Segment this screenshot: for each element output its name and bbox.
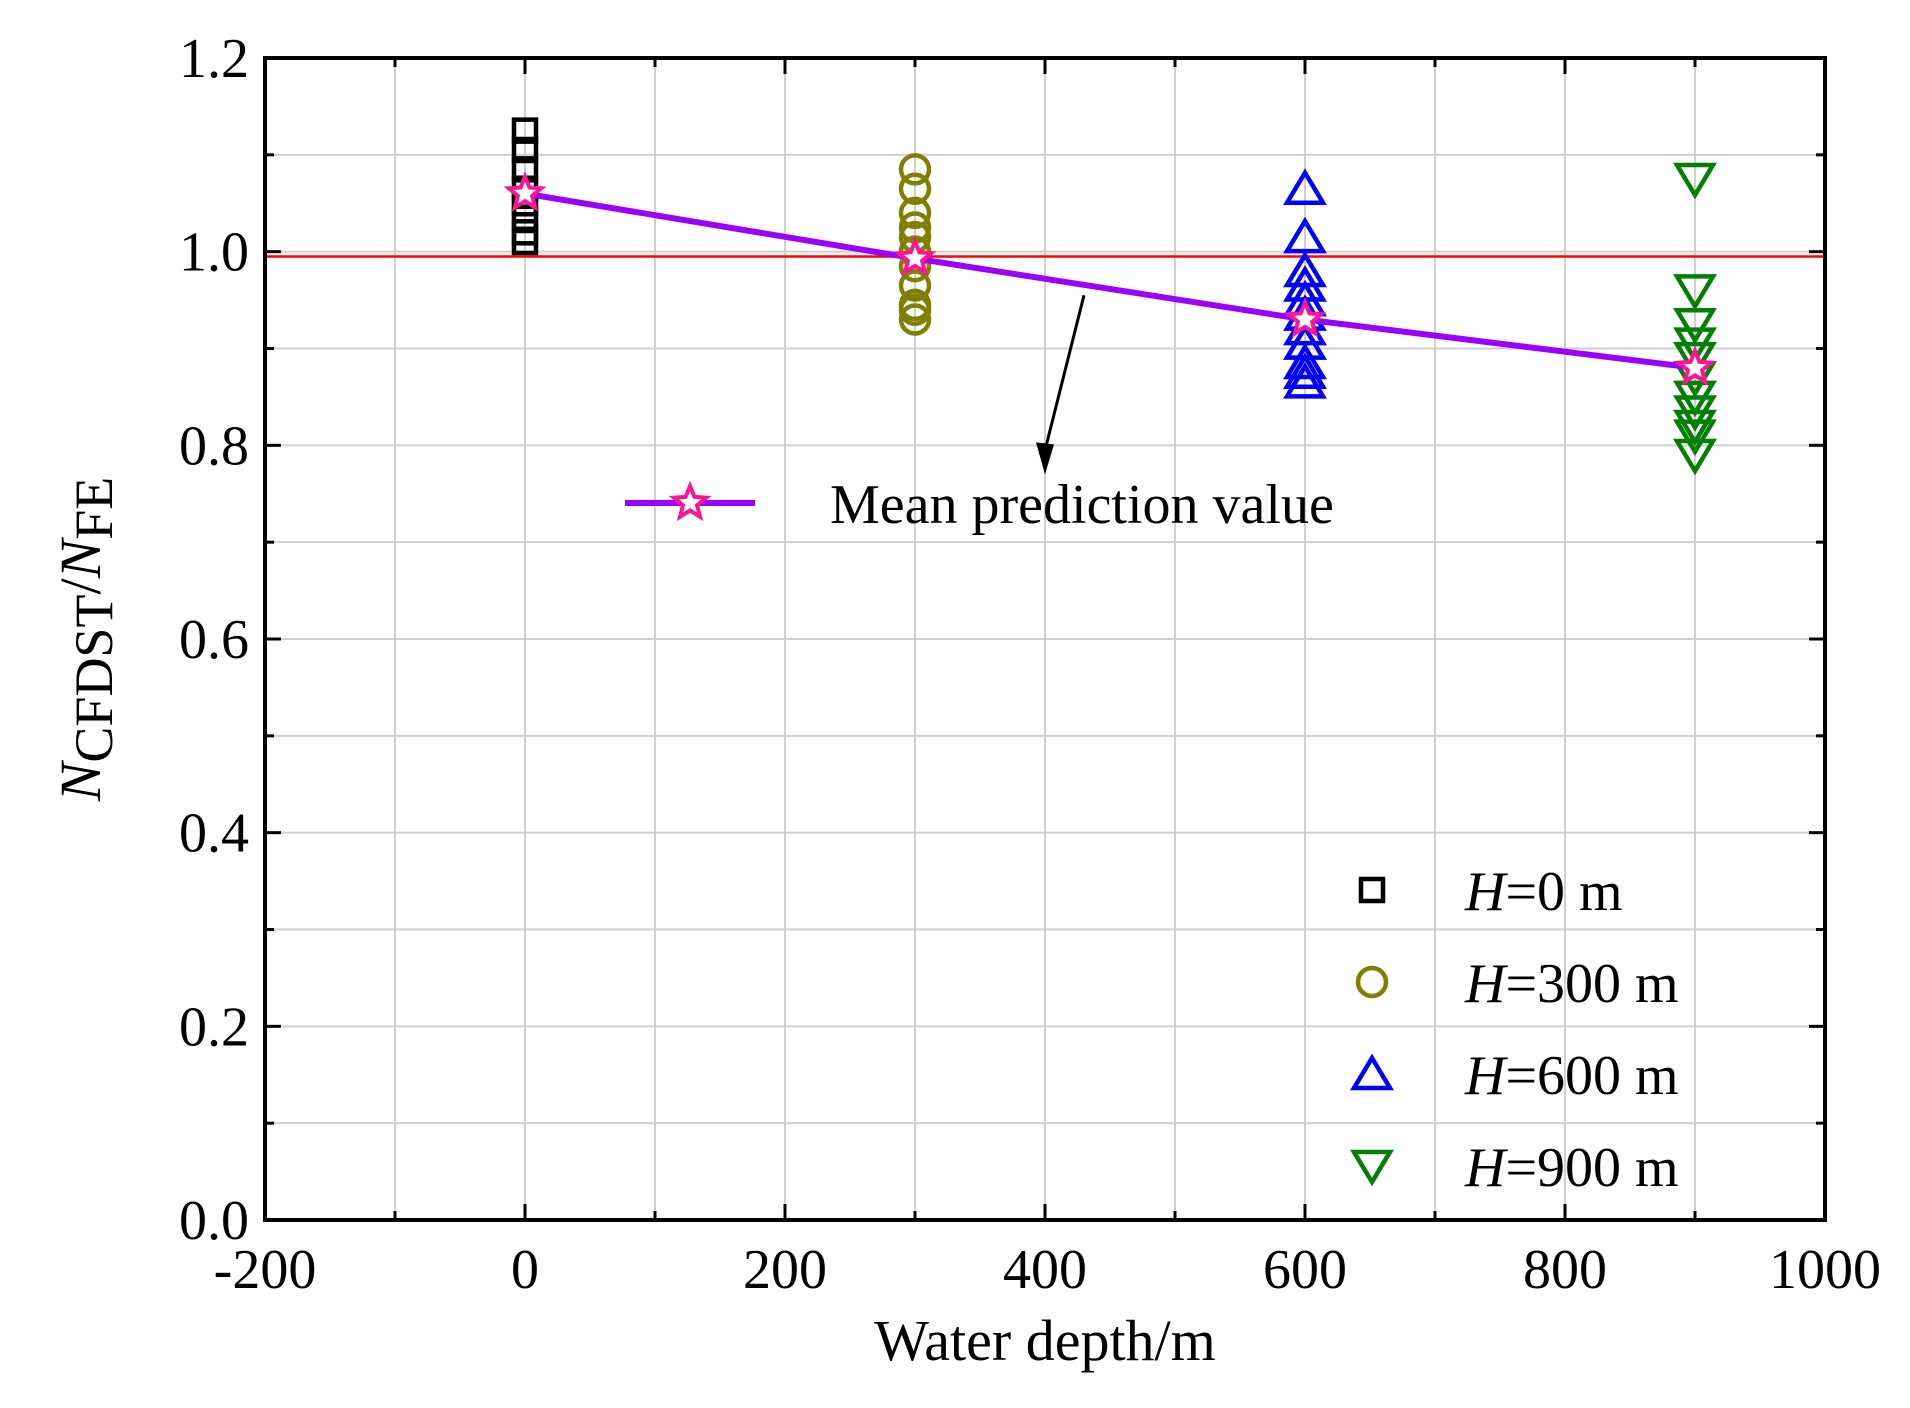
y-tick-label: 0.8 bbox=[179, 415, 249, 477]
y-tick-labels: 0.0 0.2 0.4 0.6 0.8 1.0 1.2 bbox=[179, 28, 249, 1252]
y-tick-label: 0.2 bbox=[179, 996, 249, 1058]
x-tick-label: 600 bbox=[1263, 1239, 1347, 1301]
triangle-down-point bbox=[1673, 308, 1717, 345]
x-tick-label: 200 bbox=[743, 1239, 827, 1301]
legend-item: H=300 m bbox=[1355, 953, 1679, 1015]
triangle-up-point bbox=[1283, 362, 1327, 399]
data-points bbox=[511, 117, 1717, 476]
legend-label-italic: H bbox=[1464, 953, 1508, 1015]
annotation-arrow bbox=[1043, 294, 1086, 451]
legend-triangle-up-icon bbox=[1350, 1053, 1394, 1091]
legend-label: H=0 m bbox=[1464, 861, 1623, 923]
triangle-down-point bbox=[1673, 409, 1717, 447]
legend-item: H=900 m bbox=[1350, 1137, 1679, 1199]
circle-point bbox=[898, 196, 932, 230]
circle-point bbox=[898, 153, 932, 186]
x-tick-labels: -200 0 200 400 600 800 1000 bbox=[214, 1239, 1881, 1301]
legend-label-rest: =900 m bbox=[1505, 1137, 1678, 1199]
x-tick-label: -200 bbox=[214, 1239, 317, 1301]
y-tick-label: 0.4 bbox=[179, 803, 249, 865]
y-axis-label-part: / bbox=[48, 578, 113, 595]
y-axis-label-part: CFDST bbox=[64, 595, 124, 763]
x-tick-label: 1000 bbox=[1769, 1239, 1881, 1301]
mean-star-point bbox=[893, 236, 937, 277]
x-tick-label: 800 bbox=[1523, 1239, 1607, 1301]
legend-label-italic: H bbox=[1464, 1045, 1508, 1107]
y-tick-label: 0.6 bbox=[179, 609, 249, 671]
annotation-arrowhead bbox=[1036, 442, 1054, 475]
x-axis-label: Water depth/m bbox=[874, 1308, 1216, 1373]
annotation-text: Mean prediction value bbox=[830, 474, 1334, 536]
legend-label-rest: =600 m bbox=[1505, 1045, 1678, 1107]
legend-label-italic: H bbox=[1464, 861, 1508, 923]
square-point bbox=[511, 117, 539, 144]
triangle-down-point bbox=[1673, 162, 1717, 200]
mean-star-point bbox=[1283, 297, 1327, 338]
mean-star-point bbox=[503, 171, 547, 212]
grid bbox=[265, 58, 1825, 1220]
triangle-down-point bbox=[1673, 419, 1717, 457]
circle-point bbox=[898, 303, 932, 336]
legend-item: H=0 m bbox=[1358, 861, 1623, 923]
triangle-down-point bbox=[1673, 341, 1717, 379]
legend-item: H=600 m bbox=[1350, 1045, 1679, 1107]
legend-label: H=300 m bbox=[1464, 953, 1679, 1015]
axis-ticks bbox=[263, 56, 1827, 1222]
circle-point bbox=[898, 293, 932, 327]
legend-label-rest: =300 m bbox=[1505, 953, 1678, 1015]
x-tick-label: 0 bbox=[511, 1239, 539, 1301]
mean-star-point bbox=[1673, 345, 1717, 386]
triangle-up-point bbox=[1283, 168, 1327, 205]
y-axis-label-part: N bbox=[48, 759, 113, 802]
x-tick-label: 400 bbox=[1003, 1239, 1087, 1301]
y-axis-label-part: N bbox=[48, 536, 113, 579]
circle-point bbox=[898, 269, 932, 302]
y-tick-label: 1.0 bbox=[179, 222, 249, 284]
y-axis-label-part: FE bbox=[64, 477, 124, 540]
y-tick-label: 1.2 bbox=[179, 28, 249, 90]
legend: H=0 mH=300 mH=600 mH=900 m bbox=[1350, 861, 1679, 1199]
triangle-down-point bbox=[1673, 274, 1717, 311]
legend-label: H=600 m bbox=[1464, 1045, 1679, 1107]
triangle-up-point bbox=[1283, 352, 1327, 389]
annotation-star-marker bbox=[668, 480, 712, 522]
triangle-up-point bbox=[1283, 342, 1327, 380]
y-tick-label: 0.0 bbox=[179, 1190, 249, 1252]
legend-label-italic: H bbox=[1464, 1137, 1508, 1199]
legend-triangle-down-icon bbox=[1350, 1149, 1394, 1187]
y-axis-label: NCFDST/NFE bbox=[48, 477, 124, 803]
legend-circle-icon bbox=[1355, 965, 1389, 999]
mean-annotation: Mean prediction value bbox=[625, 294, 1334, 536]
square-point bbox=[511, 136, 539, 164]
square-point bbox=[511, 228, 539, 256]
circle-point bbox=[898, 172, 932, 205]
legend-label: H=900 m bbox=[1464, 1137, 1679, 1199]
triangle-down-point bbox=[1673, 438, 1717, 476]
mean-series bbox=[503, 171, 1717, 386]
legend-label-rest: =0 m bbox=[1505, 861, 1622, 923]
legend-square-icon bbox=[1358, 876, 1386, 904]
mean-line bbox=[524, 190, 1696, 371]
